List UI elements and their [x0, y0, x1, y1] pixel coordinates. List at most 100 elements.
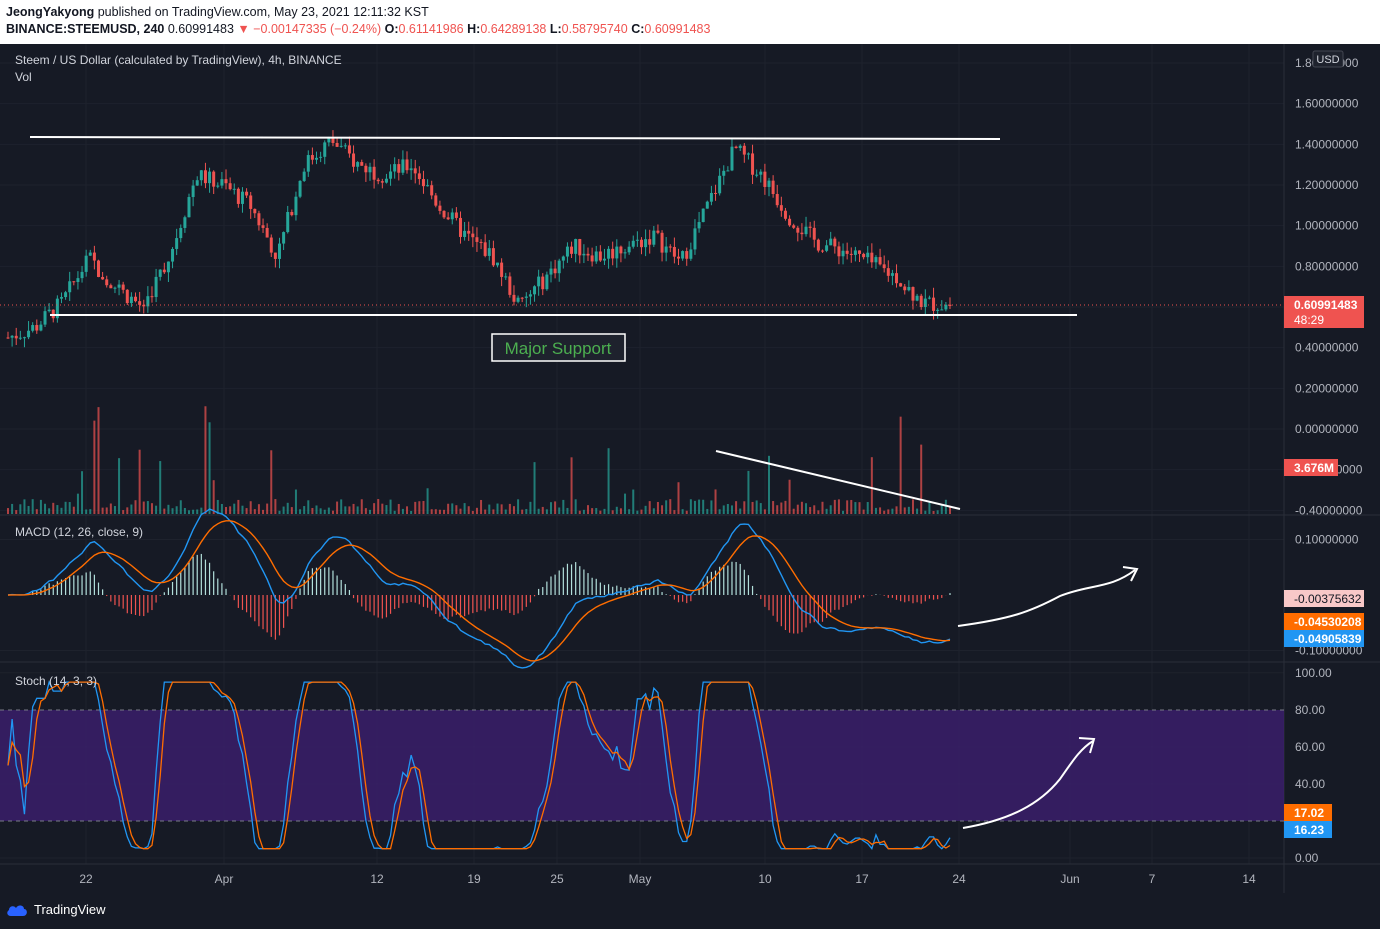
candle-body — [833, 238, 837, 247]
volume-bar — [636, 510, 639, 514]
volume-bar — [599, 510, 602, 514]
candle-body — [150, 296, 154, 298]
candle-body — [561, 256, 565, 261]
time-tick-label: Apr — [215, 872, 234, 886]
volume-bar — [368, 509, 371, 514]
candle-body — [179, 227, 183, 239]
volume-bar — [521, 509, 524, 514]
candle-body — [496, 262, 500, 266]
volume-bar — [870, 457, 873, 514]
volume-bar — [216, 499, 219, 514]
volume-bar — [389, 499, 392, 514]
volume-bar — [344, 506, 347, 514]
candle-body — [323, 142, 327, 157]
candle-body — [277, 243, 281, 259]
volume-bar — [241, 505, 244, 514]
volume-bar — [159, 461, 162, 514]
price-tick-label: 0.20000000 — [1295, 381, 1359, 395]
volume-bar — [743, 501, 746, 514]
candle-body — [203, 170, 207, 184]
volume-bar — [821, 501, 824, 514]
volume-bar — [401, 508, 404, 514]
volume-bar — [134, 500, 137, 514]
volume-bar — [113, 506, 116, 514]
volume-bar — [817, 510, 820, 514]
tradingview-logo[interactable]: TradingView — [6, 902, 106, 917]
volume-bar — [833, 499, 836, 514]
volume-bar — [726, 504, 729, 514]
volume-bar — [730, 505, 733, 514]
price-tick-label: 1.20000000 — [1295, 178, 1359, 192]
volume-bar — [245, 508, 248, 514]
volume-bar — [85, 509, 88, 514]
candle-body — [175, 238, 179, 249]
candle-body — [450, 212, 454, 220]
volume-bar — [537, 508, 540, 514]
volume-trendline[interactable] — [715, 450, 961, 510]
volume-bar — [249, 501, 252, 514]
candle-body — [240, 191, 244, 204]
candle-body — [105, 279, 109, 286]
candle-body — [282, 232, 286, 244]
chart-svg[interactable]: Major Support Steem / US Dollar (calcula… — [0, 44, 1380, 893]
candle-body — [722, 170, 726, 176]
resistance-trendline[interactable] — [29, 136, 1001, 140]
volume-bar — [661, 505, 664, 514]
macd-arrow-icon[interactable] — [957, 569, 1136, 627]
candle-body — [442, 210, 446, 218]
time-tick-label: 12 — [370, 872, 384, 886]
candle-body — [775, 193, 779, 206]
volume-bar — [944, 499, 947, 514]
candle-body — [39, 324, 43, 331]
time-axis[interactable]: 22 Apr 12 19 25 May 10 17 24 Jun 7 14 — [79, 872, 1256, 886]
volume-bar — [183, 507, 186, 514]
candle-body — [763, 171, 767, 187]
volume-bar — [829, 505, 832, 514]
volume-bar — [266, 503, 269, 514]
candle-body — [18, 337, 22, 339]
time-tick-label: 14 — [1242, 872, 1256, 886]
major-support-box[interactable] — [491, 333, 626, 362]
main-pane-title: Steem / US Dollar (calculated by Trading… — [15, 53, 342, 67]
candle-body — [315, 157, 319, 160]
candle-body — [899, 283, 903, 287]
volume-bar — [171, 508, 174, 514]
volume-bar — [899, 416, 902, 514]
volume-bar — [475, 507, 478, 514]
volume-bar — [895, 506, 898, 514]
volume-bar — [924, 510, 927, 514]
candle-body — [504, 276, 508, 278]
price-tick-label: 1.00000000 — [1295, 219, 1359, 233]
volume-bar — [665, 500, 668, 514]
countdown-tag: 48:29 — [1294, 313, 1324, 327]
volume-bar — [130, 504, 133, 514]
high-value: 0.64289138 — [480, 22, 547, 36]
macd-hist-tag — [1284, 590, 1364, 607]
candle-body — [858, 250, 862, 254]
candle-body — [339, 145, 343, 147]
candle-body — [6, 337, 10, 339]
published-text: published on TradingView.com, May 23, 20… — [97, 5, 429, 19]
stoch-arrow-icon[interactable] — [962, 740, 1094, 829]
chart-area[interactable]: Major Support Steem / US Dollar (calcula… — [0, 44, 1380, 893]
volume-bar — [517, 499, 520, 514]
volume-bar — [718, 509, 721, 514]
candle-body — [471, 233, 475, 238]
volume-bar — [846, 500, 849, 514]
candle-body — [627, 246, 631, 253]
volume-bar — [451, 503, 454, 514]
candle-body — [619, 246, 623, 254]
price-change: ▼ −0.00147335 (−0.24%) — [237, 22, 382, 36]
volume-bar — [459, 508, 462, 514]
author-name[interactable]: JeongYakyong — [6, 5, 95, 19]
candle-body — [779, 205, 783, 211]
candle-body — [393, 164, 397, 172]
candle-body — [43, 311, 47, 325]
volume-bar — [410, 510, 413, 514]
currency-button[interactable] — [1312, 50, 1344, 68]
volume-bar — [443, 509, 446, 514]
volume-bar — [81, 471, 84, 514]
candle-body — [261, 225, 265, 228]
volume-bar — [155, 505, 158, 514]
candle-body — [578, 239, 582, 256]
